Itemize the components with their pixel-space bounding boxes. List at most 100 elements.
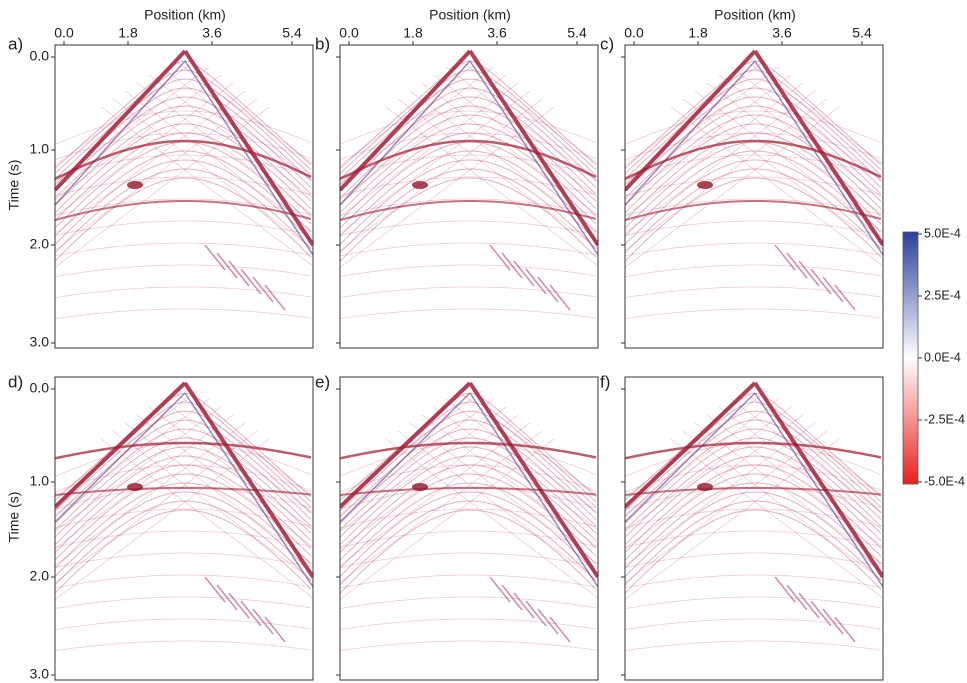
seismic-event [501,584,523,611]
seismic-event [625,508,882,529]
y-tick-label: 2.0 [30,236,50,252]
seismic-event [172,390,313,497]
seismic-event [625,286,882,298]
seismic-event [124,90,313,233]
seismic-event [148,406,313,531]
seismic-event [55,406,222,532]
seismic-event [340,482,597,569]
panel: d) 0.0 1.0 2.0 3.0 Time (s) [6,372,314,682]
seismic-event [55,177,312,262]
seismic-event [340,500,597,586]
seismic-event [625,106,840,268]
seismic-event [625,98,828,251]
seismic-event [240,600,262,627]
seismic-event [625,69,882,174]
seismic-event [549,616,571,643]
seismic-event [340,473,597,561]
seismic-event [148,74,313,199]
seismic-event [625,430,828,583]
seismic-event [55,98,258,251]
seismic-event [340,410,597,512]
seismic-event [55,132,312,161]
diffraction [127,483,143,491]
seismic-event [55,508,312,529]
seismic-event [625,398,780,515]
seismic-event [55,308,312,320]
x-tick-label: 1.8 [403,25,423,41]
seismic-event [55,74,222,200]
direct-wave [625,381,883,579]
seismic-event [625,574,882,589]
seismic-event [625,132,882,161]
seismic-event [340,596,597,609]
seismic-event [625,123,882,214]
seismic-event [625,90,816,234]
seismic-event [55,438,270,600]
seismic-event [55,401,312,506]
seismic-event [55,78,312,180]
seismic-event [625,105,882,199]
panel-label: b) [315,34,330,53]
seismic-event [786,252,808,279]
x-tick-label: 3.6 [487,25,507,41]
seismic-event [340,437,597,531]
seismic-event [340,464,597,553]
seismic-event [204,576,226,603]
seismic-event [625,390,768,498]
seismic-event [834,616,856,643]
panel: a) 0.0 1.0 2.0 3.0 Time (s) 0.0 1.8 3.6 5.4 Positi… [6,7,314,350]
seismic-event [340,401,597,506]
seismic-event [55,150,312,237]
x-tick-label: 5.4 [852,25,872,41]
seismic-event [55,464,312,493]
seismic-event [625,220,882,236]
seismic-event [340,96,597,192]
seismic-event [625,150,882,237]
seismic-event [55,154,312,178]
diffraction [697,181,713,189]
seismic-event [112,430,313,582]
y-tick-label: 0.0 [30,380,50,396]
seismic-event [340,446,597,538]
seismic-event [55,428,312,524]
seismic-event [706,414,883,548]
seismic-event [340,487,597,496]
seismic-event [340,441,597,460]
seismic-event [625,500,882,586]
seismic-event [625,410,882,512]
seismic-event [136,82,313,216]
x-axis-label: Position (km) [714,7,796,23]
seismic-event [340,491,597,577]
seismic-event [625,473,882,561]
seismic-event [340,78,597,180]
panel: f) [600,372,884,681]
seismic-event [625,159,882,245]
seismic-event [55,596,312,609]
direct-wave [55,49,313,247]
panel-label: e) [315,372,330,391]
seismic-event [340,422,531,566]
seismic-event [625,491,882,577]
seismic-event [55,220,312,236]
seismic-event [340,198,597,216]
seismic-event [340,640,597,652]
x-axis-label: Position (km) [144,7,226,23]
seismic-event [625,428,882,524]
seismic-image [625,49,883,320]
seismic-event [160,66,313,182]
seismic-event [340,530,597,548]
direct-wave [55,381,313,579]
seismic-event [55,123,312,214]
seismic-event [625,177,882,262]
seismic-event [340,177,597,262]
seismic-event [252,276,274,303]
y-tick-label: 3.0 [30,334,50,350]
seismic-event [112,98,313,250]
seismic-event [340,428,597,524]
seismic-event [340,508,597,529]
seismic-event [55,618,312,630]
seismic-event [433,406,598,531]
panel-label: a) [8,34,23,53]
seismic-event [625,482,882,569]
seismic-event [340,220,597,236]
